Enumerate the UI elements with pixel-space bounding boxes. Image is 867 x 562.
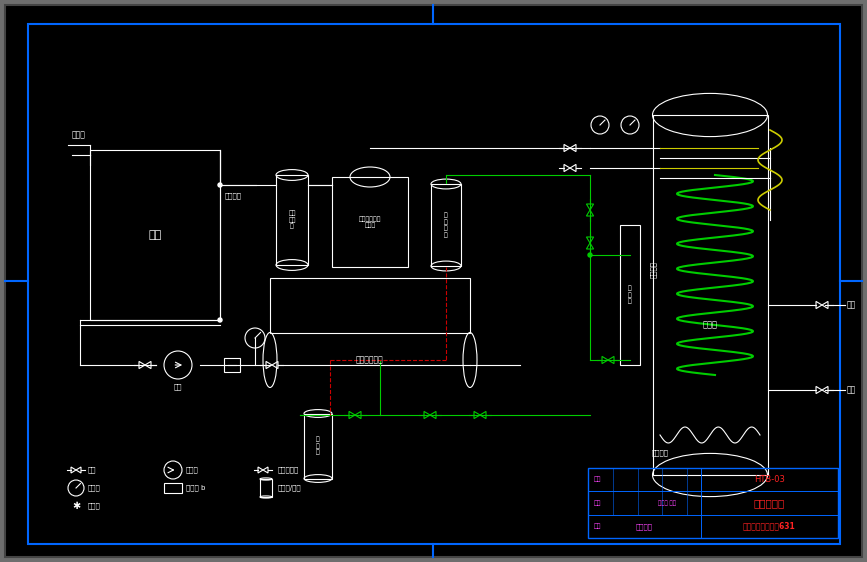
Bar [164,483,182,493]
Text: 水箱: 水箱 [148,230,161,240]
Bar [620,225,640,365]
Text: 循环泵: 循环泵 [186,466,199,473]
Text: 配
液
器: 配 液 器 [316,437,320,455]
Text: 蒸发盘管: 蒸发盘管 [649,261,656,279]
Text: 制图: 制图 [594,477,602,482]
Text: 审核时 日期: 审核时 日期 [658,500,675,506]
Text: 膨胀罐/储水: 膨胀罐/储水 [278,484,302,491]
Bar [260,479,272,497]
Bar [431,184,461,266]
Text: 放液: 放液 [847,386,857,395]
Bar [588,468,838,538]
Bar [332,177,408,267]
Text: 去下水组: 去下水组 [225,193,242,200]
Bar [270,278,470,333]
Bar [90,150,220,320]
Text: 油
分
离
器: 油 分 离 器 [444,212,448,238]
Text: 校核: 校核 [594,500,602,506]
Circle shape [218,183,222,187]
Text: 专业: 专业 [594,524,602,529]
Text: 充管式冷凝器: 充管式冷凝器 [356,356,384,365]
Text: 阀门: 阀门 [88,466,96,473]
Text: 水泵: 水泵 [173,383,182,389]
Text: 河南科技大学机电631: 河南科技大学机电631 [743,522,796,531]
Text: ✱: ✱ [72,501,80,511]
Text: 气液
分离
器: 气液 分离 器 [288,211,296,229]
Text: 平衡阀 b: 平衡阀 b [186,484,205,491]
Circle shape [588,253,592,257]
Circle shape [218,318,222,322]
Bar [276,175,308,265]
Text: 视
镜
筒: 视 镜 筒 [628,285,632,304]
Bar [224,358,240,372]
Text: 电加热器: 电加热器 [651,450,668,456]
Text: 充液: 充液 [847,301,857,310]
Text: 补给水: 补给水 [72,130,86,139]
Text: 全封闭涡旋式
压缩机: 全封闭涡旋式 压缩机 [359,216,381,228]
Text: 压力表: 压力表 [88,484,101,491]
Text: HTB-03: HTB-03 [753,475,785,484]
Text: 截止阀: 截止阀 [88,502,101,509]
Text: 流程示意图: 流程示意图 [753,498,785,508]
Bar [653,115,767,475]
Text: 蓄热器: 蓄热器 [702,320,718,329]
Text: 水力集管用: 水力集管用 [278,466,299,473]
Bar [304,414,332,478]
Text: 学生设计: 学生设计 [636,523,653,529]
